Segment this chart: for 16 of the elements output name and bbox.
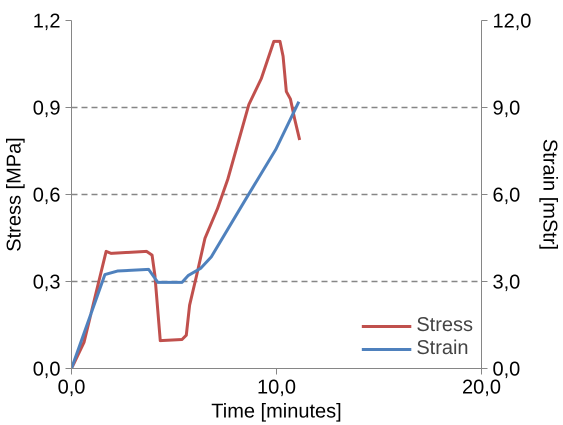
y2-tick-label: 3,0 (492, 272, 520, 294)
x-tick-label: 10,0 (257, 376, 296, 398)
legend-label: Stress (416, 314, 473, 337)
x-axis-title: Time [minutes] (211, 400, 342, 422)
y2-tick-label: 6,0 (492, 184, 520, 206)
y2-axis-title: Strain [mStr] (538, 138, 560, 250)
y-tick-label: 0,3 (32, 272, 61, 294)
line-series (72, 100, 300, 368)
line-series (72, 40, 302, 368)
y-axis-title: Stress [MPa] (4, 137, 26, 252)
y2-tick-label: 12,0 (492, 10, 532, 32)
y2-tick-label: 9,0 (492, 98, 520, 120)
y-tick-label: 1,2 (32, 10, 61, 32)
legend-label: Strain (416, 337, 469, 360)
y-tick-label: 0,6 (32, 184, 61, 206)
y-tick-label: 0,9 (32, 98, 61, 120)
